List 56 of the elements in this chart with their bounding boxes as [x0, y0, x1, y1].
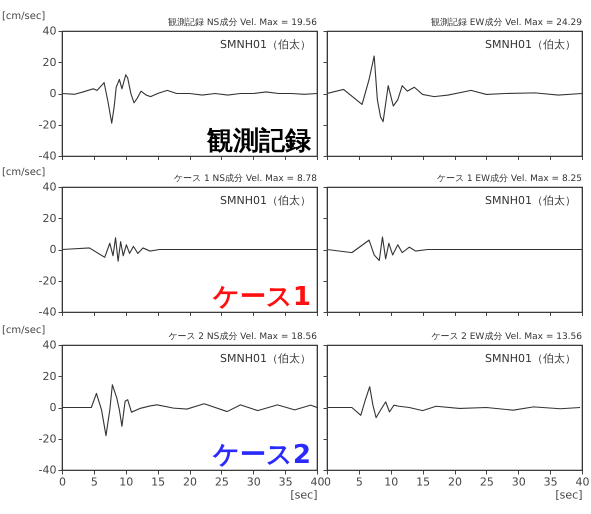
- x-tick-label: 20: [448, 476, 462, 488]
- annotation: SMNH01（伯太）: [485, 352, 576, 365]
- y-tick-label: 40: [42, 338, 56, 352]
- x-tick-label: 0: [324, 476, 331, 488]
- chart-title: ケース 2 EW成分 Vel. Max = 13.56: [431, 331, 582, 342]
- line-series: [62, 74, 317, 124]
- x-tick-label: 40: [576, 476, 590, 488]
- y-tick-label: -20: [38, 118, 56, 132]
- chart-title: 観測記録 EW成分 Vel. Max = 24.29: [430, 17, 582, 28]
- x-tick-label: 15: [416, 476, 430, 488]
- y-tick-label: -40: [38, 464, 56, 476]
- x-tick-label: 0: [59, 476, 66, 488]
- y-tick-label: -40: [38, 306, 56, 318]
- annotation: SMNH01（伯太）: [220, 194, 311, 207]
- y-tick-label: 0: [50, 243, 56, 256]
- y-axis-title: [cm/sec]: [2, 325, 46, 336]
- x-tick-label: 20: [183, 476, 197, 488]
- y-axis-title: [cm/sec]: [2, 167, 46, 178]
- y-tick-label: 20: [42, 56, 56, 69]
- x-tick-label: 30: [246, 476, 261, 488]
- x-tick-label: 10: [119, 476, 134, 488]
- y-tick-label: -40: [38, 150, 56, 162]
- x-tick-label: 5: [356, 476, 363, 488]
- x-tick-label: 35: [278, 476, 293, 488]
- chart-title: 観測記録 NS成分 Vel. Max = 19.56: [168, 17, 318, 28]
- x-tick-label: 40: [310, 476, 324, 488]
- x-axis-title: [sec]: [290, 488, 318, 502]
- y-tick-label: 20: [42, 212, 56, 225]
- annotation: SMNH01（伯太）: [485, 194, 576, 207]
- x-tick-label: 25: [214, 476, 229, 488]
- x-tick-label: 25: [480, 476, 494, 488]
- y-tick-label: 0: [50, 87, 56, 100]
- line-series: [62, 237, 317, 262]
- x-tick-label: 35: [544, 476, 558, 488]
- annotation: SMNH01（伯太）: [220, 38, 311, 51]
- annotation: SMNH01（伯太）: [485, 38, 576, 51]
- x-tick-label: 15: [151, 476, 166, 488]
- x-tick-label: 30: [512, 476, 526, 488]
- y-tick-label: -20: [38, 432, 56, 446]
- y-tick-label: 40: [42, 24, 56, 38]
- x-tick-label: 5: [90, 476, 98, 488]
- y-tick-label: 40: [42, 180, 56, 194]
- annotation: SMNH01（伯太）: [220, 352, 311, 365]
- chart-title: ケース 2 NS成分 Vel. Max = 18.56: [168, 331, 318, 342]
- annotation: ケース2: [212, 440, 311, 470]
- y-tick-label: -20: [38, 274, 56, 288]
- y-tick-label: 20: [42, 370, 56, 383]
- y-tick-label: 0: [50, 401, 56, 414]
- annotation: ケース1: [212, 282, 311, 312]
- x-axis-title: [sec]: [555, 488, 582, 502]
- x-tick-label: 10: [384, 476, 398, 488]
- y-axis-title: [cm/sec]: [2, 11, 46, 22]
- line-series: [62, 384, 317, 436]
- chart-title: ケース 1 NS成分 Vel. Max = 8.78: [174, 173, 318, 184]
- chart-title: ケース 1 EW成分 Vel. Max = 8.25: [436, 173, 582, 184]
- annotation: 観測記録: [206, 126, 311, 156]
